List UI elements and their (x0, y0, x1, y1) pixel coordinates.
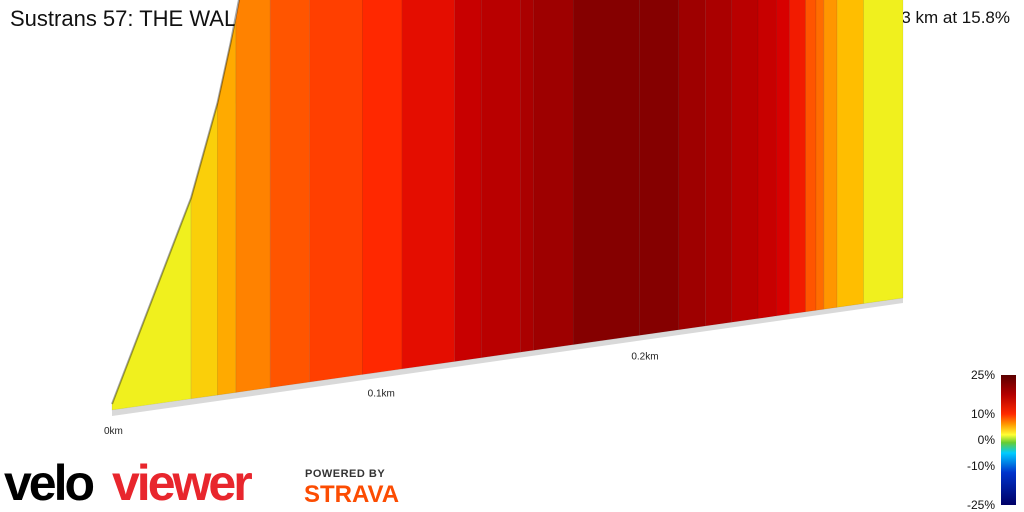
gradient-segment (805, 0, 817, 313)
gradient-segment (401, 0, 456, 370)
profile-ground-strip (112, 298, 903, 416)
gradient-segment (789, 0, 806, 315)
logo-velo: velo (4, 455, 94, 511)
legend-tick-label: 0% (978, 433, 996, 447)
gradient-segment (863, 0, 904, 304)
strava-logo: STRAVA (304, 481, 399, 508)
logo-viewer: viewer (112, 455, 252, 511)
gradient-segment (776, 0, 790, 317)
gradient-segment (823, 0, 838, 310)
gradient-segment (480, 0, 521, 359)
profile-base (112, 298, 903, 416)
legend-color-bar (1001, 375, 1016, 505)
gradient-segment (704, 0, 732, 327)
gradient-segments (111, 0, 904, 411)
gradient-segment (533, 0, 574, 351)
page-title: Sustrans 57: THE WALL (10, 6, 249, 31)
legend-tick-label: 10% (971, 407, 995, 421)
distance-tick-label: 0.2km (631, 351, 658, 362)
distance-tick-label: 0.1km (368, 389, 395, 400)
powered-by-label: POWERED BY (305, 468, 385, 480)
gradient-segment (757, 0, 777, 319)
climb-summary: 0.3 km at 15.8% (887, 8, 1010, 27)
gradient-segment (269, 0, 311, 388)
gradient-segment (309, 0, 363, 383)
gradient-segment (520, 0, 535, 353)
gradient-segment (235, 0, 271, 393)
gradient-segment (836, 0, 864, 308)
legend-tick-label: 25% (971, 368, 995, 382)
gradient-segment (217, 18, 237, 396)
gradient-legend: 25% 10% 0% -10% -25% (967, 368, 1016, 512)
gradient-segment (362, 0, 403, 375)
gradient-segment (731, 0, 759, 323)
gradient-segment (815, 0, 825, 311)
gradient-segment (678, 0, 706, 331)
distance-axis: 0km 0.1km 0.2km (104, 351, 659, 437)
gradient-segment (454, 0, 482, 362)
veloviewer-logo: velo viewer POWERED BY STRAVA (4, 455, 399, 511)
legend-tick-label: -25% (967, 498, 995, 512)
gradient-segment (573, 0, 640, 346)
gradient-segment (639, 0, 680, 336)
legend-tick-label: -10% (967, 459, 995, 473)
distance-tick-label: 0km (104, 426, 123, 437)
